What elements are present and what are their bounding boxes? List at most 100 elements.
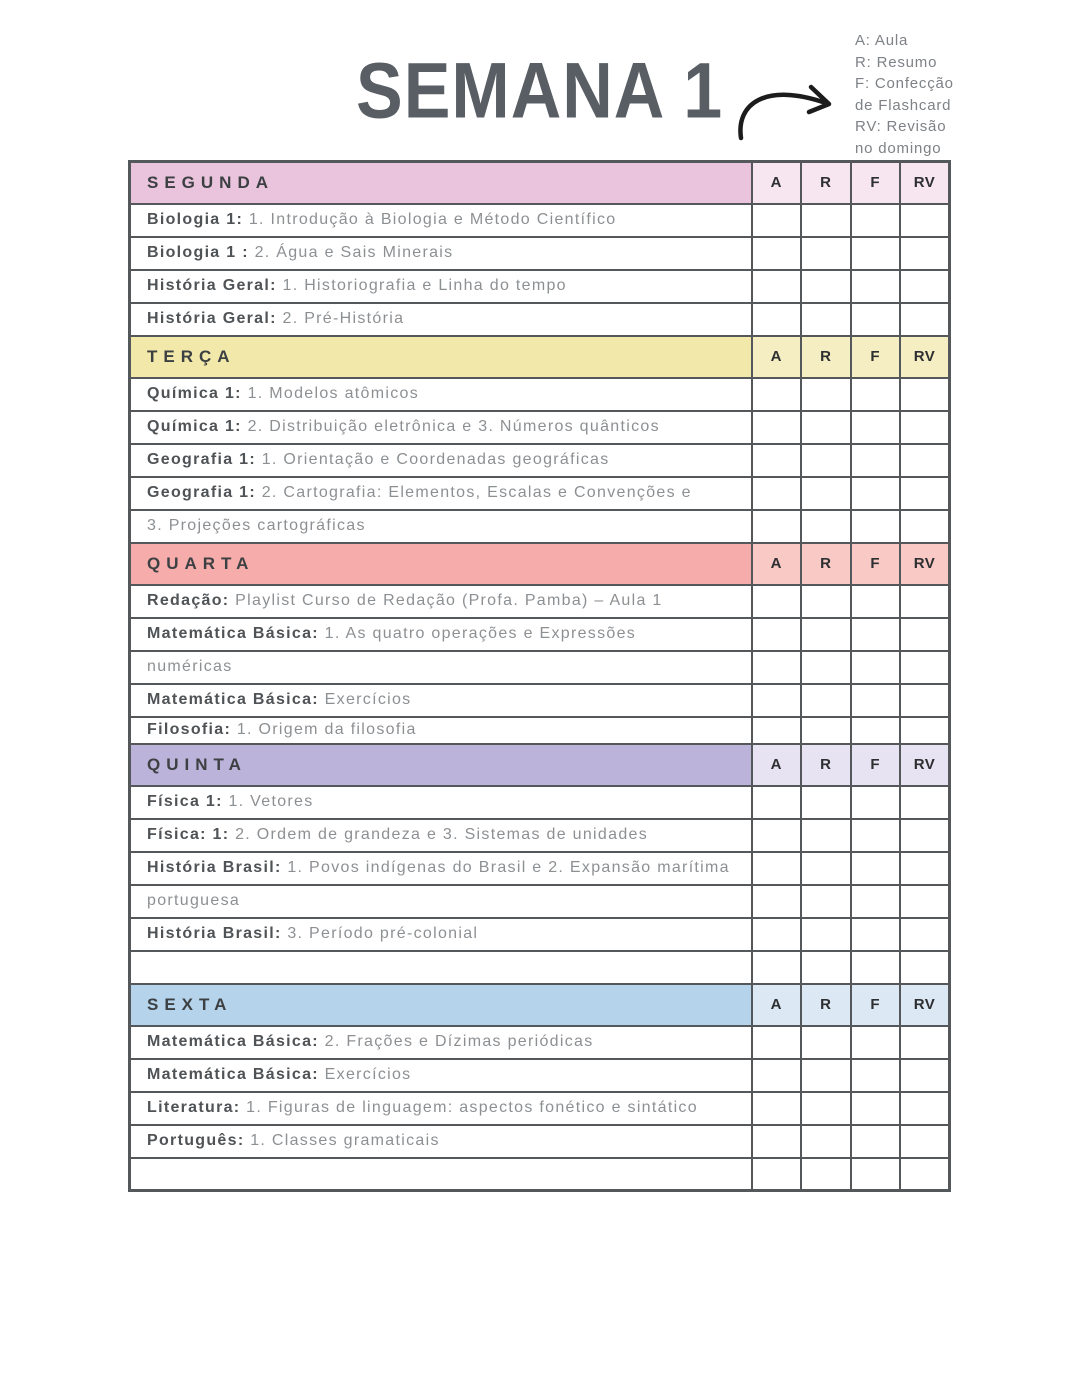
check-cell-rv[interactable]: [899, 268, 951, 304]
check-cell-r[interactable]: [800, 376, 852, 412]
check-cell-r[interactable]: [800, 1090, 852, 1126]
check-cell-r[interactable]: [800, 682, 852, 718]
check-cell-a[interactable]: [750, 715, 802, 745]
check-cell-a[interactable]: [750, 376, 802, 412]
check-cell-f[interactable]: [849, 949, 901, 985]
check-cell-f[interactable]: [849, 301, 901, 337]
check-cell-a[interactable]: [750, 409, 802, 445]
check-cell-rv[interactable]: [899, 475, 951, 511]
check-cell-f[interactable]: [849, 715, 901, 745]
check-cell-r[interactable]: [800, 817, 852, 853]
check-cell-rv[interactable]: [899, 1090, 951, 1126]
check-cell-f[interactable]: [849, 508, 901, 544]
check-cell-f[interactable]: [849, 1024, 901, 1060]
check-cell-r[interactable]: [800, 235, 852, 271]
check-cell-a[interactable]: [750, 268, 802, 304]
check-cell-f[interactable]: [849, 1156, 901, 1192]
check-cell-r[interactable]: [800, 784, 852, 820]
check-cell-a[interactable]: [750, 616, 802, 652]
check-cell-rv[interactable]: [899, 784, 951, 820]
check-cell-r[interactable]: [800, 916, 852, 952]
check-cell-f[interactable]: [849, 682, 901, 718]
check-cell-rv[interactable]: [899, 202, 951, 238]
check-cell-r[interactable]: [800, 301, 852, 337]
check-cell-a[interactable]: [750, 649, 802, 685]
check-cell-f[interactable]: [849, 268, 901, 304]
check-cell-rv[interactable]: [899, 409, 951, 445]
check-cell-f[interactable]: [849, 1057, 901, 1093]
check-cell-f[interactable]: [849, 376, 901, 412]
check-cell-r[interactable]: [800, 268, 852, 304]
check-cell-a[interactable]: [750, 784, 802, 820]
check-cell-f[interactable]: [849, 442, 901, 478]
check-cell-r[interactable]: [800, 715, 852, 745]
check-cell-a[interactable]: [750, 508, 802, 544]
check-cell-a[interactable]: [750, 850, 802, 886]
check-cell-rv[interactable]: [899, 916, 951, 952]
check-cell-f[interactable]: [849, 1090, 901, 1126]
check-cell-a[interactable]: [750, 301, 802, 337]
check-cell-rv[interactable]: [899, 583, 951, 619]
check-cell-rv[interactable]: [899, 817, 951, 853]
check-cell-r[interactable]: [800, 1156, 852, 1192]
check-cell-r[interactable]: [800, 475, 852, 511]
check-cell-a[interactable]: [750, 883, 802, 919]
check-cell-rv[interactable]: [899, 1123, 951, 1159]
check-cell-r[interactable]: [800, 409, 852, 445]
check-cell-rv[interactable]: [899, 883, 951, 919]
check-cell-rv[interactable]: [899, 850, 951, 886]
check-cell-r[interactable]: [800, 883, 852, 919]
check-cell-rv[interactable]: [899, 682, 951, 718]
check-cell-a[interactable]: [750, 1024, 802, 1060]
check-cell-r[interactable]: [800, 1024, 852, 1060]
check-cell-rv[interactable]: [899, 376, 951, 412]
check-cell-f[interactable]: [849, 1123, 901, 1159]
check-cell-rv[interactable]: [899, 1156, 951, 1192]
check-cell-f[interactable]: [849, 202, 901, 238]
check-cell-f[interactable]: [849, 583, 901, 619]
check-cell-a[interactable]: [750, 949, 802, 985]
check-cell-rv[interactable]: [899, 1057, 951, 1093]
check-cell-rv[interactable]: [899, 715, 951, 745]
check-cell-f[interactable]: [849, 409, 901, 445]
check-cell-rv[interactable]: [899, 301, 951, 337]
check-cell-a[interactable]: [750, 817, 802, 853]
check-cell-a[interactable]: [750, 916, 802, 952]
check-cell-r[interactable]: [800, 442, 852, 478]
check-cell-a[interactable]: [750, 1090, 802, 1126]
check-cell-r[interactable]: [800, 202, 852, 238]
check-cell-f[interactable]: [849, 784, 901, 820]
check-cell-f[interactable]: [849, 475, 901, 511]
check-cell-rv[interactable]: [899, 235, 951, 271]
check-cell-f[interactable]: [849, 616, 901, 652]
check-cell-rv[interactable]: [899, 649, 951, 685]
check-cell-a[interactable]: [750, 235, 802, 271]
check-cell-a[interactable]: [750, 442, 802, 478]
check-cell-f[interactable]: [849, 850, 901, 886]
check-cell-f[interactable]: [849, 883, 901, 919]
check-cell-r[interactable]: [800, 583, 852, 619]
check-cell-f[interactable]: [849, 916, 901, 952]
check-cell-r[interactable]: [800, 649, 852, 685]
check-cell-r[interactable]: [800, 1057, 852, 1093]
check-cell-a[interactable]: [750, 202, 802, 238]
check-cell-r[interactable]: [800, 1123, 852, 1159]
check-cell-f[interactable]: [849, 817, 901, 853]
check-cell-rv[interactable]: [899, 508, 951, 544]
check-cell-a[interactable]: [750, 682, 802, 718]
check-cell-rv[interactable]: [899, 1024, 951, 1060]
check-cell-a[interactable]: [750, 475, 802, 511]
check-cell-f[interactable]: [849, 235, 901, 271]
check-cell-r[interactable]: [800, 850, 852, 886]
check-cell-rv[interactable]: [899, 949, 951, 985]
check-cell-r[interactable]: [800, 508, 852, 544]
check-cell-rv[interactable]: [899, 442, 951, 478]
check-cell-r[interactable]: [800, 949, 852, 985]
check-cell-a[interactable]: [750, 1156, 802, 1192]
check-cell-r[interactable]: [800, 616, 852, 652]
check-cell-a[interactable]: [750, 1123, 802, 1159]
check-cell-rv[interactable]: [899, 616, 951, 652]
check-cell-a[interactable]: [750, 1057, 802, 1093]
check-cell-a[interactable]: [750, 583, 802, 619]
check-cell-f[interactable]: [849, 649, 901, 685]
